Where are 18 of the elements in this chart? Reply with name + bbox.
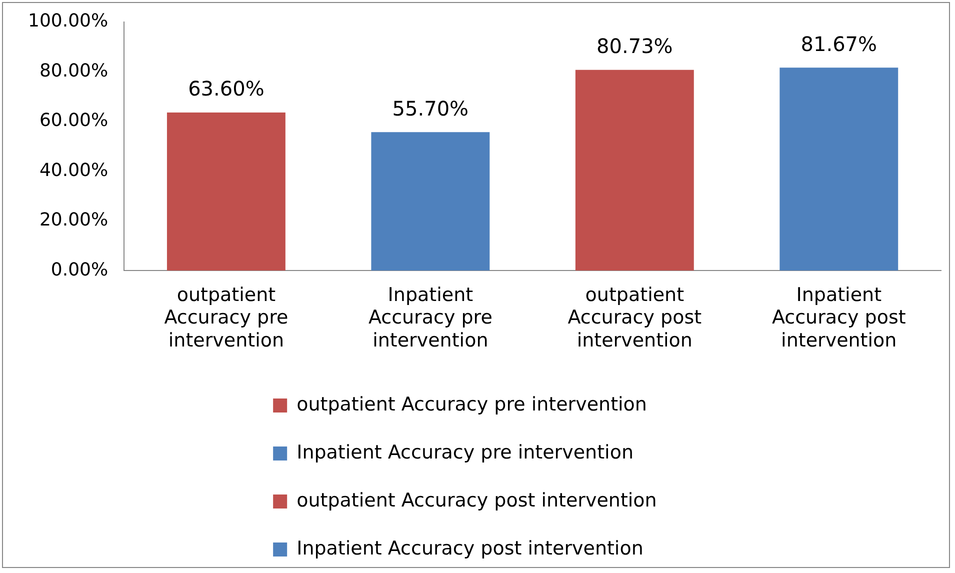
y-tick-label: 60.00%: [39, 110, 108, 132]
legend-label: Inpatient Accuracy pre intervention: [296, 441, 634, 464]
x-tick-label: Inpatient Accuracy pre intervention: [368, 284, 492, 352]
x-tick-label: Inpatient Accuracy post intervention: [772, 284, 906, 352]
data-label: 55.70%: [392, 96, 469, 120]
data-label: 80.73%: [596, 34, 673, 58]
legend-label: outpatient Accuracy pre intervention: [296, 393, 647, 416]
x-tick-label: outpatient Accuracy post intervention: [568, 284, 702, 352]
y-tick-label: 40.00%: [39, 160, 108, 181]
y-tick-label: 100.00%: [28, 10, 108, 32]
y-tick-label: 20.00%: [39, 210, 108, 231]
y-tick-label: 0.00%: [50, 259, 108, 280]
x-tick-label: outpatient Accuracy pre intervention: [164, 284, 288, 352]
data-label: 63.60%: [188, 76, 264, 101]
data-label: 81.67%: [800, 32, 878, 56]
y-tick-label: 80.00%: [39, 60, 108, 82]
legend-label: outpatient Accuracy post intervention: [296, 489, 657, 512]
legend-label: Inpatient Accuracy post intervention: [296, 537, 644, 560]
